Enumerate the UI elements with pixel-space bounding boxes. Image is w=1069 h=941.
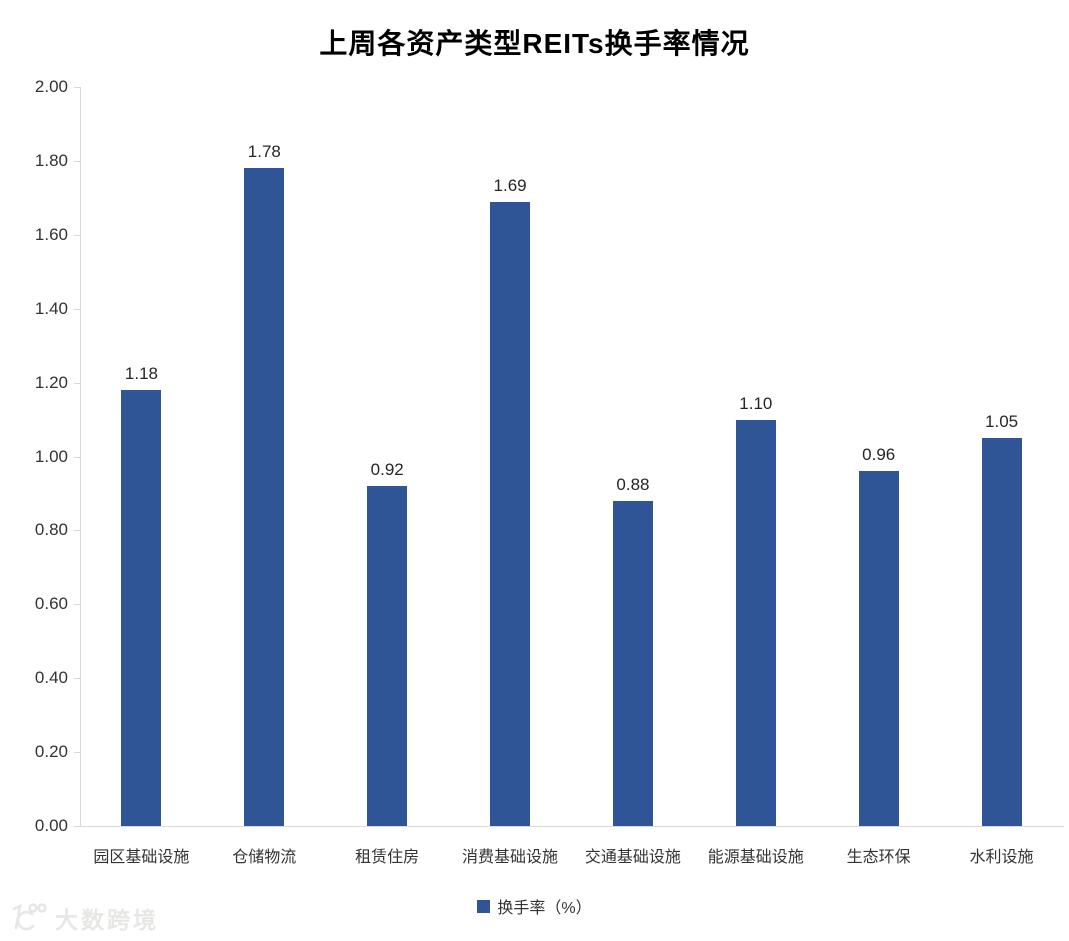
y-tick-mark [74,752,80,754]
y-tick-mark [74,87,80,88]
x-axis-labels: 园区基础设施 仓储物流 租赁住房 消费基础设施 交通基础设施 能源基础设施 生态环保 水利设施 [80,843,1063,867]
y-tick-mark [74,530,80,532]
legend: 换手率（%） [0,894,1069,918]
y-tick-label: 1.80 [34,150,68,170]
watermark-logo-icon [8,900,50,936]
y-tick-label: 1.60 [34,224,68,244]
y-tick-label: 0.20 [34,742,68,762]
legend-swatch-icon [477,899,491,913]
bar-slot: 0.96 [817,87,940,826]
bar-slot: 1.05 [940,87,1063,826]
bar-value-label: 0.88 [616,474,650,494]
y-tick-mark [74,604,80,606]
y-tick-mark [74,382,80,384]
y-tick-mark [74,234,80,236]
bar-slot: 1.10 [694,87,817,826]
chart-title: 上周各资产类型REITs换手率情况 [319,28,750,59]
y-tick-label: 1.20 [34,372,68,392]
bar-slot: 0.92 [326,87,449,826]
bar [244,168,285,826]
x-category-label: 园区基础设施 [93,849,190,866]
bar-value-label: 1.78 [247,142,281,162]
x-category-label: 能源基础设施 [707,849,804,866]
legend-label: 换手率（%） [497,900,592,917]
y-tick-mark [74,308,80,310]
bar [367,486,408,826]
watermark: 大数跨境 [8,900,159,936]
bar [490,201,531,826]
bar [735,419,776,826]
y-tick-label: 1.00 [34,446,68,466]
x-category-label: 租赁住房 [355,849,420,866]
y-tick-mark [74,160,80,162]
x-axis-line [74,826,1064,827]
y-tick-label: 0.40 [34,668,68,688]
bar-value-label: 0.92 [370,460,404,480]
bar-value-label: 1.18 [124,364,158,383]
bar [981,438,1022,826]
y-tick-mark [74,456,80,458]
bar-value-label: 0.96 [862,445,896,465]
bar-value-label: 1.69 [493,175,527,195]
bar-value-label: 1.05 [985,412,1019,432]
x-category-label: 消费基础设施 [462,849,559,866]
x-category-label: 仓储物流 [232,849,297,866]
bar [858,471,899,826]
y-tick-label: 0.60 [34,594,68,614]
bar-slot: 1.18 [80,87,203,826]
bar-slot: 1.69 [449,87,572,826]
x-category-label: 交通基础设施 [584,849,681,866]
y-axis-labels: 2.00 1.80 1.60 1.40 1.20 1.00 0.80 0.60 0.40 0.20… [0,77,68,835]
plot-area: 1.18 1.78 0.92 1.69 0.88 1.10 0.96 1.05 [80,87,1063,826]
bar-slot: 0.88 [572,87,695,826]
y-tick-label: 2.00 [34,77,68,96]
x-category-label: 生态环保 [846,849,911,866]
y-axis-line [80,87,81,826]
bar [612,500,653,826]
y-tick-label: 1.40 [34,298,68,318]
y-tick-mark [74,678,80,680]
bar [121,390,162,826]
y-tick-label: 0.00 [34,816,68,835]
bar-value-label: 1.10 [739,393,773,413]
bar-slot: 1.78 [203,87,326,826]
y-tick-label: 0.80 [34,520,68,540]
watermark-text: 大数跨境 [55,907,159,933]
x-category-label: 水利设施 [969,849,1034,866]
